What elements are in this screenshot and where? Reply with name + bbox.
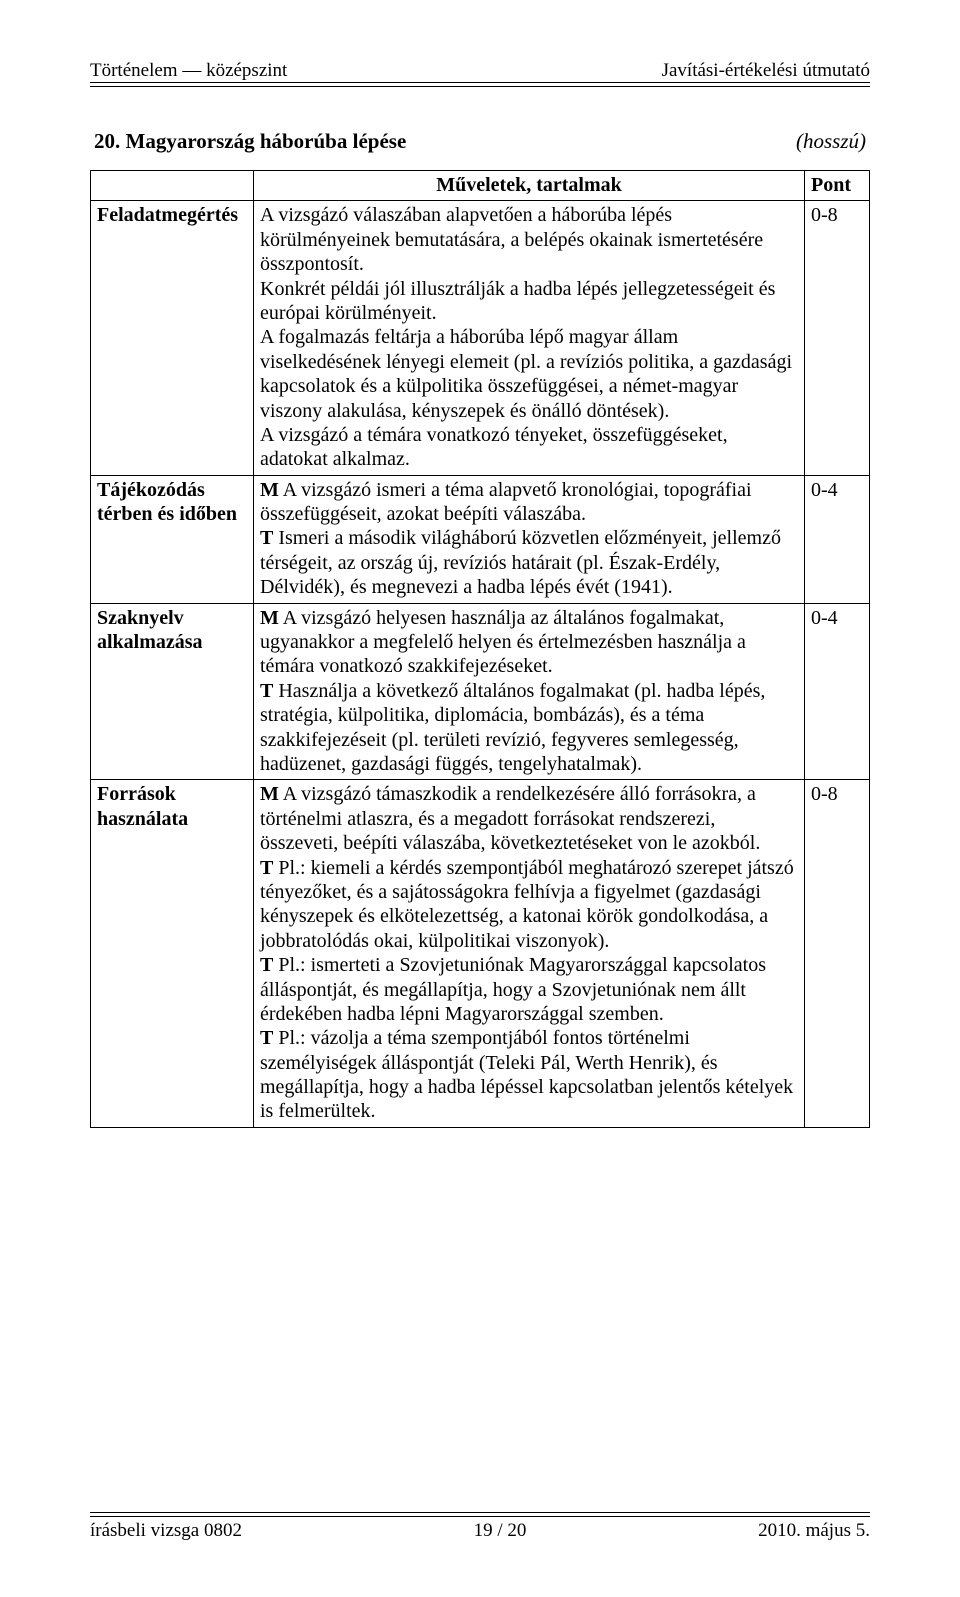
header-right: Javítási-értékelési útmutató [662,60,870,82]
row-label: Feladatmegértés [91,201,254,475]
row-content: M A vizsgázó helyesen használja az által… [254,603,805,780]
table-row: Források használata M A vizsgázó támaszk… [91,780,870,1127]
footer-right: 2010. május 5. [758,1520,870,1542]
footer-inner: írásbeli vizsga 0802 19 / 20 2010. május… [90,1516,870,1542]
row-content: M A vizsgázó ismeri a téma alapvető kron… [254,475,805,603]
row-content: A vizsgázó válaszában alapvetően a hábor… [254,201,805,475]
head-empty [91,171,254,201]
row-points: 0-8 [805,780,870,1127]
row-points: 0-8 [805,201,870,475]
row-content: M A vizsgázó támaszkodik a rendelkezésér… [254,780,805,1127]
table-head-row: Műveletek, tartalmak Pont [91,171,870,201]
row-label: Tájékozódás térben és időben [91,475,254,603]
header-left: Történelem — középszint [90,60,287,82]
footer: írásbeli vizsga 0802 19 / 20 2010. május… [90,1512,870,1542]
row-points: 0-4 [805,475,870,603]
row-label: Források használata [91,780,254,1127]
header: Történelem — középszint Javítási-értékel… [90,60,870,83]
footer-left: írásbeli vizsga 0802 [90,1520,242,1542]
table-row: Feladatmegértés A vizsgázó válaszában al… [91,201,870,475]
section-type: (hosszú) [796,129,866,154]
section-title: 20. Magyarország háborúba lépése (hosszú… [90,129,870,154]
section-number-label: 20. Magyarország háborúba lépése [94,129,406,154]
rubric-table: Műveletek, tartalmak Pont Feladatmegérté… [90,170,870,1128]
table-row: Tájékozódás térben és időben M A vizsgáz… [91,475,870,603]
page: Történelem — középszint Javítási-értékel… [0,0,960,1597]
head-center: Műveletek, tartalmak [254,171,805,201]
row-points: 0-4 [805,603,870,780]
row-label: Szaknyelv alkalmazása [91,603,254,780]
header-rule: Történelem — középszint Javítási-értékel… [90,60,870,87]
table-row: Szaknyelv alkalmazása M A vizsgázó helye… [91,603,870,780]
head-points: Pont [805,171,870,201]
footer-center: 19 / 20 [474,1520,527,1542]
